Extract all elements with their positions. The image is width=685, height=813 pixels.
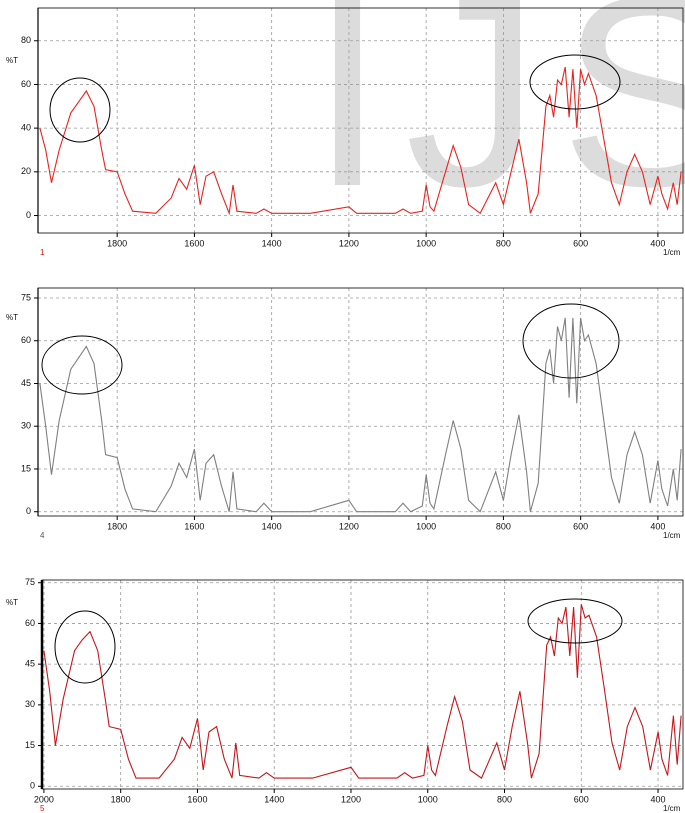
x-tick-label: 1800 bbox=[107, 521, 127, 531]
y-tick-label: 40 bbox=[21, 123, 31, 133]
x-tick-label: 1800 bbox=[107, 238, 127, 248]
y-axis-label: %T bbox=[6, 313, 18, 322]
x-tick-label: 600 bbox=[573, 521, 588, 531]
x-tick-label: 400 bbox=[651, 794, 666, 804]
x-axis-label: 1/cm bbox=[663, 248, 681, 257]
x-tick-label: 600 bbox=[574, 794, 589, 804]
x-tick-label: 800 bbox=[496, 238, 511, 248]
y-tick-label: 75 bbox=[21, 292, 31, 302]
y-tick-label: 45 bbox=[25, 659, 35, 669]
plot-frame bbox=[37, 287, 684, 517]
y-tick-label: 15 bbox=[21, 463, 31, 473]
x-tick-label: 400 bbox=[650, 521, 665, 531]
y-tick-label: 0 bbox=[30, 781, 35, 791]
sample-label: 5 bbox=[40, 804, 45, 813]
spectrum-line bbox=[43, 604, 682, 779]
y-tick-label: 60 bbox=[21, 79, 31, 89]
x-tick-label: 800 bbox=[496, 521, 511, 531]
spectrum-line bbox=[39, 66, 682, 216]
x-tick-label: 1600 bbox=[184, 521, 204, 531]
annotation-ellipse bbox=[527, 598, 623, 644]
x-tick-label: 1000 bbox=[418, 794, 438, 804]
x-tick-label: 1200 bbox=[341, 794, 361, 804]
y-axis-label: %T bbox=[6, 56, 18, 65]
x-tick-label: 1400 bbox=[262, 238, 282, 248]
y-tick-label: 60 bbox=[25, 618, 35, 628]
y-tick-label: 80 bbox=[21, 35, 31, 45]
x-tick-label: 1000 bbox=[416, 521, 436, 531]
watermark: IJS bbox=[310, 0, 685, 243]
y-tick-label: 30 bbox=[21, 421, 31, 431]
spectrum-line bbox=[39, 317, 682, 513]
y-axis-label: %T bbox=[6, 598, 18, 607]
x-tick-label: 400 bbox=[650, 238, 665, 248]
y-tick-label: 15 bbox=[25, 740, 35, 750]
x-tick-label: 1600 bbox=[184, 238, 204, 248]
y-tick-label: 0 bbox=[26, 210, 31, 220]
x-tick-label: 800 bbox=[497, 794, 512, 804]
x-tick-label: 1200 bbox=[339, 238, 359, 248]
y-tick-label: 75 bbox=[25, 577, 35, 587]
y-tick-label: 45 bbox=[21, 378, 31, 388]
x-axis-label: 1/cm bbox=[663, 531, 681, 540]
annotation-ellipse bbox=[41, 335, 123, 395]
annotation-ellipse bbox=[522, 303, 620, 379]
y-tick-label: 30 bbox=[25, 699, 35, 709]
annotation-ellipse bbox=[529, 54, 621, 110]
x-tick-label: 1600 bbox=[187, 794, 207, 804]
y-tick-label: 0 bbox=[26, 506, 31, 516]
x-axis-label: 1/cm bbox=[663, 804, 681, 813]
x-tick-label: 600 bbox=[573, 238, 588, 248]
x-tick-label: 2000 bbox=[34, 794, 54, 804]
sample-label: 1 bbox=[40, 248, 45, 257]
sample-label: 4 bbox=[40, 531, 45, 540]
annotation-ellipse bbox=[49, 77, 111, 143]
x-tick-label: 1400 bbox=[262, 521, 282, 531]
plot-frame bbox=[41, 579, 684, 790]
x-tick-label: 1200 bbox=[339, 521, 359, 531]
y-tick-label: 20 bbox=[21, 166, 31, 176]
x-tick-label: 1000 bbox=[416, 238, 436, 248]
annotation-ellipse bbox=[54, 610, 116, 684]
x-tick-label: 1400 bbox=[264, 794, 284, 804]
x-tick-label: 1800 bbox=[111, 794, 131, 804]
y-tick-label: 60 bbox=[21, 335, 31, 345]
